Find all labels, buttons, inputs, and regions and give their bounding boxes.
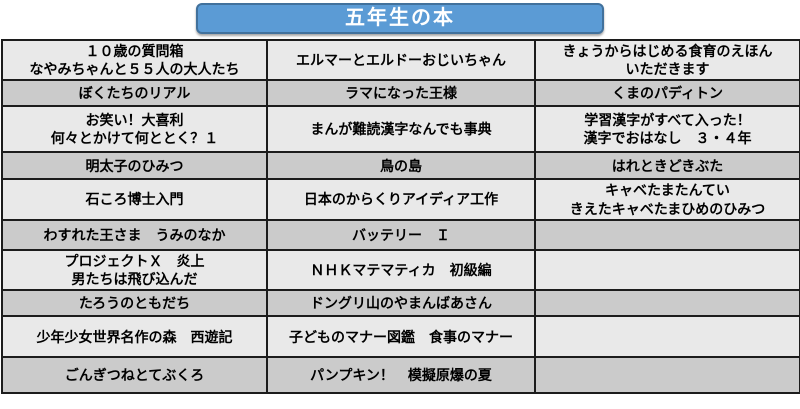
table-row: 石ころ博士入門 日本のからくりアイディア工作 キャベたまたんてい きえたキャベた…	[1, 178, 800, 221]
book-cell	[534, 248, 800, 292]
book-cell: １０歳の質問箱 なやみちゃんと５５人の大人たち	[1, 38, 268, 82]
table-row: プロジェクトＸ 炎上 男たちは飛び込んだ ＮＨＫマテマティカ 初級編	[1, 248, 800, 292]
book-cell: お笑い！大喜利 何々とかけて何ととく？１	[1, 105, 268, 154]
book-cell: ＮＨＫマテマティカ 初級編	[266, 248, 536, 292]
book-cell	[534, 315, 800, 359]
book-cell: くまのパディトン	[534, 79, 800, 108]
table-row: ぼくたちのリアル ラマになった王様 くまのパディトン	[1, 79, 800, 108]
table-row: たろうのともだち ドングリ山のやまんばあさん	[1, 289, 800, 318]
table-row: わすれた王さま うみのなか バッテリー Ｉ	[1, 218, 800, 251]
book-cell	[534, 218, 800, 251]
book-cell: 石ころ博士入門	[1, 178, 268, 221]
book-cell: ドングリ山のやまんばあさん	[266, 289, 536, 318]
book-cell: たろうのともだち	[1, 289, 268, 318]
book-table: １０歳の質問箱 なやみちゃんと５５人の大人たち エルマーとエルドーおじいちゃん …	[1, 38, 800, 395]
book-cell: バッテリー Ｉ	[266, 218, 536, 251]
book-cell	[534, 289, 800, 318]
book-cell: 日本のからくりアイディア工作	[266, 178, 536, 221]
table-row: 明太子のひみつ 鳥の島 はれときどきぶた	[1, 151, 800, 181]
table-row: お笑い！大喜利 何々とかけて何ととく？１ まんが難読漢字なんでも事典 学習漢字が…	[1, 105, 800, 154]
book-cell: 少年少女世界名作の森 西遊記	[1, 315, 268, 359]
book-cell: ラマになった王様	[266, 79, 536, 108]
table-row: １０歳の質問箱 なやみちゃんと５５人の大人たち エルマーとエルドーおじいちゃん …	[1, 38, 800, 82]
book-cell: はれときどきぶた	[534, 151, 800, 181]
book-cell: わすれた王さま うみのなか	[1, 218, 268, 251]
book-cell: 鳥の島	[266, 151, 536, 181]
book-cell: キャベたまたんてい きえたキャベたまひめのひみつ	[534, 178, 800, 221]
book-cell: パンプキン！ 模擬原爆の夏	[266, 356, 536, 395]
book-cell: 子どものマナー図鑑 食事のマナー	[266, 315, 536, 359]
book-cell: まんが難読漢字なんでも事典	[266, 105, 536, 154]
book-cell: 明太子のひみつ	[1, 151, 268, 181]
book-cell: エルマーとエルドーおじいちゃん	[266, 38, 536, 82]
table-row: 少年少女世界名作の森 西遊記 子どものマナー図鑑 食事のマナー	[1, 315, 800, 359]
book-cell: きょうからはじめる食育のえほん いただきます	[534, 38, 800, 82]
book-cell: 学習漢字がすべて入った！ 漢字でおはなし ３・４年	[534, 105, 800, 154]
table-row: ごんぎつねとてぶくろ パンプキン！ 模擬原爆の夏	[1, 356, 800, 395]
page-title: 五年生の本	[196, 3, 604, 34]
book-cell: ごんぎつねとてぶくろ	[1, 356, 268, 395]
book-cell	[534, 356, 800, 395]
book-cell: プロジェクトＸ 炎上 男たちは飛び込んだ	[1, 248, 268, 292]
book-cell: ぼくたちのリアル	[1, 79, 268, 108]
